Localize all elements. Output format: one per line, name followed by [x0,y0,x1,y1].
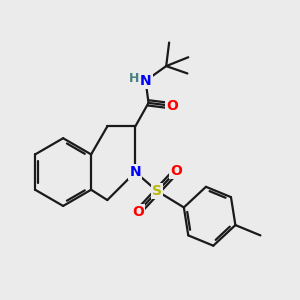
Text: H: H [129,72,140,85]
Text: S: S [152,184,162,198]
Text: N: N [130,165,141,179]
Text: N: N [140,74,152,88]
Text: O: O [171,164,182,178]
Text: O: O [166,99,178,113]
Text: O: O [132,205,144,219]
